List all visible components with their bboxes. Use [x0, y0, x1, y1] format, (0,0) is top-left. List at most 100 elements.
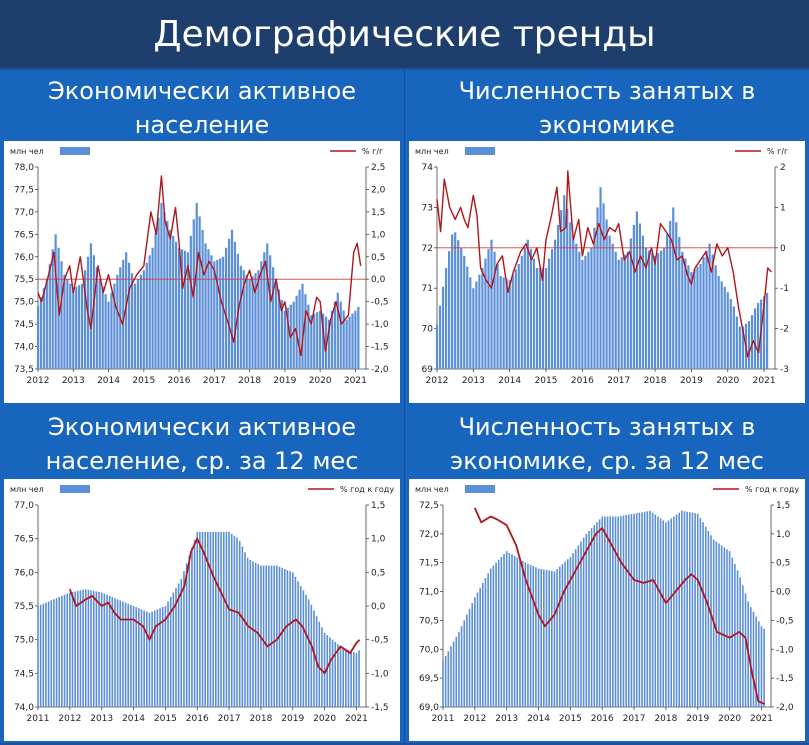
bar	[148, 612, 151, 707]
bar	[665, 522, 667, 707]
bar	[269, 255, 272, 369]
bar	[545, 569, 548, 707]
tick-label-left: 70,0	[419, 645, 439, 655]
bar	[319, 310, 322, 369]
bar	[632, 224, 635, 369]
bar	[557, 224, 560, 369]
bar	[350, 650, 352, 707]
bar	[92, 590, 95, 707]
bar	[541, 268, 545, 369]
bar	[225, 247, 228, 369]
bar	[355, 653, 358, 707]
tick-label-left: 75,0	[14, 298, 34, 308]
bar	[177, 247, 181, 369]
bar	[337, 644, 339, 707]
bars-series	[36, 202, 360, 369]
bar	[212, 531, 214, 707]
bar	[575, 243, 578, 369]
legend-right-unit: % год к году	[745, 485, 799, 494]
panel-active-population-avg: Экономически активное население, ср. за …	[0, 406, 404, 743]
bar	[47, 601, 50, 707]
bar	[276, 565, 278, 707]
bar	[249, 559, 252, 707]
tick-label-x: 2021	[345, 714, 368, 724]
bar	[556, 568, 558, 707]
bar	[728, 551, 731, 707]
legend-left-unit: млн чел	[415, 147, 449, 156]
bar	[82, 589, 84, 707]
bar	[69, 283, 72, 369]
tick-label-right: -2	[780, 325, 789, 335]
bar	[581, 259, 584, 369]
bar	[537, 568, 540, 707]
legend-bar-swatch	[465, 485, 495, 493]
bar	[136, 279, 140, 369]
bar	[183, 250, 187, 369]
bar	[160, 202, 163, 369]
bar	[606, 516, 609, 707]
tick-label-x: 2020	[716, 376, 739, 386]
bar	[588, 530, 590, 707]
bar	[209, 531, 212, 707]
tick-label-x: 2014	[527, 714, 550, 724]
bar	[265, 565, 268, 707]
bar	[321, 627, 323, 707]
bar	[42, 603, 45, 707]
bar	[514, 269, 517, 369]
bar	[291, 572, 294, 707]
bar	[468, 608, 471, 707]
bar	[342, 647, 344, 707]
bar	[324, 316, 328, 369]
bar	[641, 512, 643, 707]
bar	[286, 307, 289, 369]
bar	[90, 590, 92, 707]
bar	[612, 516, 614, 707]
bar	[92, 255, 95, 369]
tick-label-x: 2021	[750, 714, 773, 724]
bar	[601, 516, 604, 707]
tick-label-left: 76,5	[14, 230, 34, 240]
bar	[481, 268, 484, 369]
panel-title: Экономически активное население, ср. за …	[0, 410, 404, 478]
tick-label-left: 78,0	[14, 163, 34, 173]
bar	[635, 513, 638, 707]
bar	[151, 247, 154, 369]
bar	[699, 263, 702, 369]
bar	[666, 234, 669, 369]
bar	[55, 598, 58, 707]
bar	[89, 243, 93, 369]
bar	[438, 305, 442, 369]
bar	[230, 533, 233, 707]
bar	[649, 510, 651, 707]
bar	[111, 597, 114, 707]
panel-title: Численность занятых в экономике, ср. за …	[405, 410, 809, 478]
bar	[260, 261, 263, 369]
tick-label-right: -0,5	[371, 636, 389, 646]
bar	[210, 255, 213, 369]
bar	[98, 279, 101, 369]
bar	[452, 641, 455, 707]
bar	[646, 511, 649, 707]
tick-label-x: 2016	[168, 376, 191, 386]
bar	[476, 592, 479, 707]
bar	[122, 601, 124, 707]
bar	[585, 533, 588, 707]
bar	[493, 251, 496, 369]
bar	[124, 602, 127, 707]
bar	[254, 562, 257, 707]
bar	[103, 593, 106, 707]
tick-label-right: 0,5	[776, 559, 790, 569]
bar	[617, 259, 620, 369]
bar	[466, 614, 468, 707]
bar	[747, 321, 751, 369]
bar	[36, 306, 40, 369]
bar	[186, 252, 189, 369]
tick-label-x: 2017	[607, 376, 630, 386]
chart-active-population-avg: млн чел % год к году 74,0 74,5 75,0 75,5 76,0 7…	[10, 485, 394, 724]
legend-right-unit: % год к году	[340, 485, 394, 494]
tick-label-x: 2017	[218, 714, 241, 724]
tick-label-x: 2013	[62, 376, 85, 386]
tick-label-left: 77,5	[14, 185, 34, 195]
bar	[53, 599, 55, 707]
bar	[741, 326, 744, 369]
